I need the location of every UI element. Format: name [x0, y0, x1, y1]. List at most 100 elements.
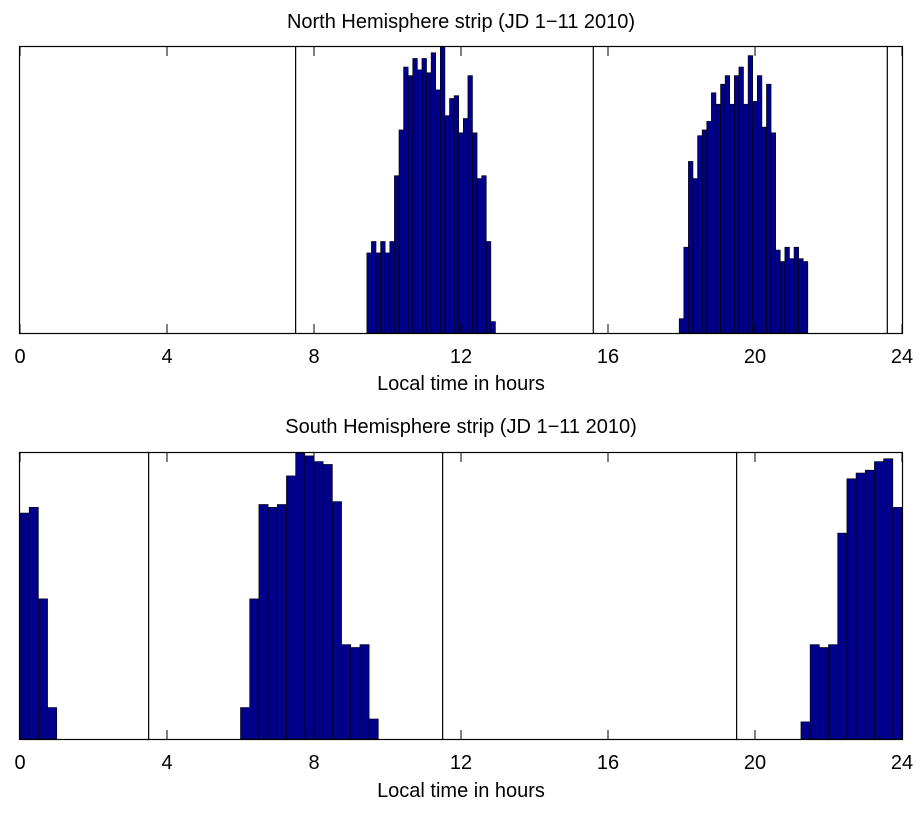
north-bar: [435, 89, 441, 334]
north-bar: [756, 75, 763, 334]
south-x-tick-label: 24: [891, 752, 913, 774]
north-bar: [366, 252, 372, 334]
north-bar: [789, 258, 795, 334]
north-bar: [384, 252, 391, 334]
south-bar: [837, 532, 848, 740]
south-bar: [322, 464, 333, 740]
north-bar: [426, 72, 432, 334]
north-x-tick-label: 24: [891, 346, 913, 368]
south-bar: [855, 472, 866, 740]
south-bar: [286, 475, 296, 740]
north-bar: [688, 161, 694, 334]
south-bar: [304, 455, 315, 740]
south-x-tick-label: 4: [161, 752, 172, 774]
south-hemisphere-panel: South Hemisphere strip (JD 1−11 2010) 0 4…: [14, 416, 913, 802]
north-bar: [711, 92, 717, 334]
north-x-axis-ticks: 0 4 8 12 16 20 24: [14, 47, 913, 368]
north-bar: [779, 261, 786, 334]
north-bar: [761, 126, 767, 334]
south-bar: [267, 507, 278, 740]
north-bar: [770, 132, 776, 334]
south-bar: [874, 461, 884, 740]
north-bar: [449, 98, 455, 334]
south-bar: [864, 469, 875, 740]
north-bar: [683, 246, 689, 334]
north-bar: [440, 46, 446, 334]
north-bars-group: [366, 46, 809, 334]
north-bar: [701, 129, 708, 334]
north-bar: [715, 103, 721, 334]
north-bar: [472, 132, 478, 334]
south-plot-frame: [18, 451, 904, 741]
north-bar: [706, 121, 712, 334]
north-bar: [407, 75, 414, 334]
north-bar: [403, 66, 409, 334]
north-bar: [678, 318, 685, 334]
south-bar: [846, 478, 857, 740]
north-hemisphere-panel: North Hemisphere strip (JD 1−11 2010) 0 4…: [14, 11, 913, 395]
south-bar: [809, 644, 820, 740]
north-x-tick-label: 20: [744, 346, 766, 368]
south-bar: [313, 461, 324, 740]
south-bar: [819, 647, 829, 740]
south-bar: [38, 598, 48, 740]
north-bar: [417, 69, 423, 334]
south-bar: [341, 644, 352, 740]
north-bar: [371, 241, 377, 334]
north-x-axis-label: Local time in hours: [377, 373, 545, 395]
north-bar: [421, 58, 427, 334]
north-bar: [784, 246, 790, 334]
north-bar: [380, 241, 386, 334]
south-x-axis-ticks: 0 4 8 12 16 20 24: [14, 453, 913, 774]
north-divider-lines: [295, 47, 888, 333]
south-chart-title: South Hemisphere strip (JD 1−11 2010): [285, 416, 636, 438]
north-bar: [798, 258, 804, 334]
south-bar: [800, 721, 811, 740]
north-bar: [747, 55, 753, 334]
south-bars-group: [19, 452, 903, 740]
north-bar: [720, 83, 726, 334]
south-bar: [47, 707, 58, 740]
north-bar: [412, 58, 418, 334]
north-bar: [485, 241, 492, 334]
north-x-tick-label: 16: [597, 346, 619, 368]
north-bar: [802, 261, 809, 334]
south-x-axis-label: Local time in hours: [377, 780, 545, 802]
south-bar: [249, 598, 260, 740]
north-bar: [389, 241, 395, 334]
north-bar: [729, 103, 735, 334]
north-x-tick-label: 4: [161, 346, 172, 368]
north-bar: [490, 321, 496, 334]
north-bar: [481, 175, 487, 334]
north-plot-frame: [18, 45, 904, 335]
north-bar: [453, 95, 459, 334]
north-bar: [458, 132, 464, 334]
south-x-tick-label: 12: [450, 752, 472, 774]
north-bar: [752, 101, 758, 334]
south-bar: [350, 647, 361, 740]
north-bar: [444, 115, 450, 334]
north-bar: [394, 175, 400, 334]
south-x-tick-label: 0: [14, 752, 25, 774]
north-x-tick-label: 0: [14, 346, 25, 368]
south-bar: [332, 501, 342, 740]
north-bar: [775, 249, 781, 334]
north-x-tick-label: 12: [450, 346, 472, 368]
south-bar: [276, 504, 287, 740]
south-bar: [883, 458, 894, 740]
south-bar: [368, 718, 379, 740]
south-bar: [240, 707, 250, 740]
south-bar: [295, 452, 306, 740]
north-bar: [398, 129, 404, 334]
north-bar: [793, 246, 799, 334]
north-bar: [743, 103, 749, 334]
south-x-tick-label: 16: [597, 752, 619, 774]
north-bar: [697, 135, 703, 334]
north-bar: [724, 75, 731, 334]
north-chart-title: North Hemisphere strip (JD 1−11 2010): [287, 11, 635, 33]
south-bar: [19, 512, 30, 740]
south-bar: [258, 504, 269, 740]
north-bar: [462, 118, 469, 334]
